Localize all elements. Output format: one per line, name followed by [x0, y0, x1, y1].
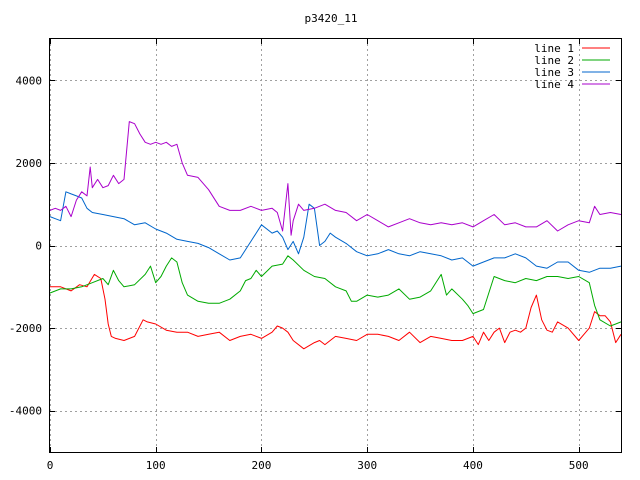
x-tick-label: 400	[463, 459, 483, 472]
series-line-2	[49, 255, 622, 327]
x-tick-label: 500	[569, 459, 589, 472]
y-tick-label: -4000	[9, 405, 42, 418]
legend-label-4: line 4	[534, 78, 574, 91]
x-tick-label: 0	[47, 459, 54, 472]
grid	[50, 39, 621, 452]
chart-title: p3420_11	[305, 12, 358, 25]
axis-ticks	[50, 39, 621, 452]
axis-tick-labels: 0 100 200 300 400 500 -4000 -2000 0 2000 4000	[9, 74, 589, 472]
y-tick-label: -2000	[9, 322, 42, 335]
x-tick-label: 200	[252, 459, 272, 472]
legend-label-1: line 1	[534, 42, 574, 55]
legend-label-3: line 3	[534, 66, 574, 79]
y-tick-label: 2000	[16, 157, 43, 170]
x-tick-label: 300	[357, 459, 377, 472]
series-group	[49, 121, 622, 350]
plot-frame	[49, 38, 622, 453]
y-tick-label: 4000	[16, 74, 43, 87]
series-line-3	[49, 191, 622, 273]
series-line-4	[49, 121, 622, 236]
series-line-1	[50, 273, 622, 350]
legend-label-2: line 2	[534, 54, 574, 67]
x-tick-label: 100	[146, 459, 166, 472]
y-tick-label: 0	[35, 240, 42, 253]
